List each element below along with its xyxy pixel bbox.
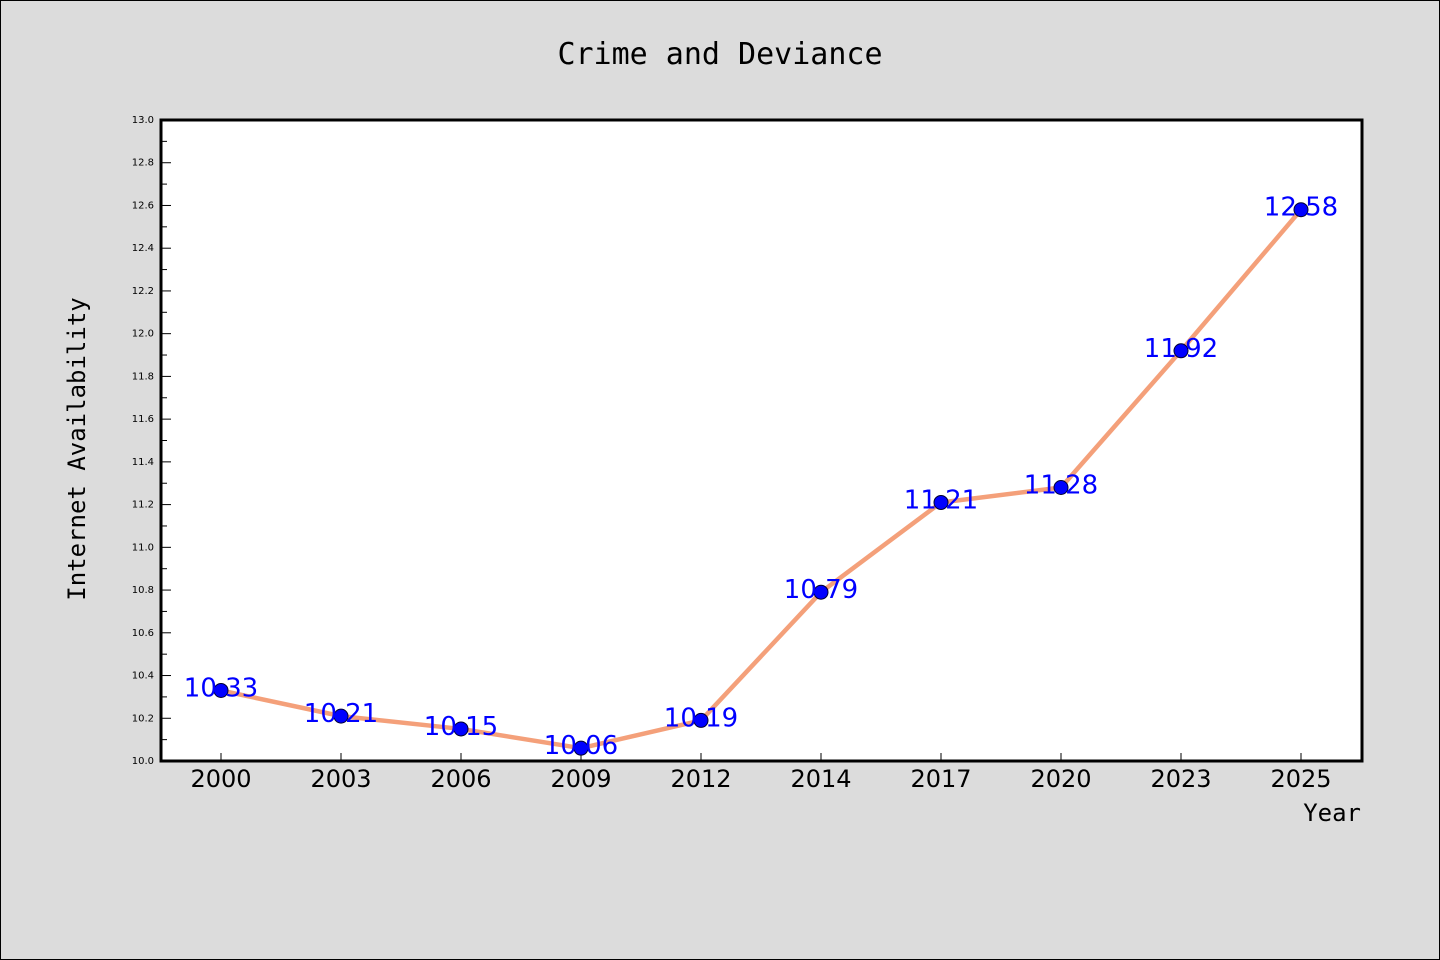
y-tick-label: 10.0 xyxy=(132,756,154,767)
data-label: 10.15 xyxy=(424,712,498,742)
y-tick-label: 12.4 xyxy=(132,243,154,254)
data-label: 11.92 xyxy=(1144,334,1218,364)
plot-frame xyxy=(159,118,1364,763)
y-tick-label: 13.0 xyxy=(132,115,154,126)
data-label: 10.33 xyxy=(184,673,258,703)
data-point xyxy=(1053,480,1069,496)
data-point xyxy=(813,584,829,600)
y-tick-label: 11.2 xyxy=(132,500,154,511)
data-point xyxy=(213,682,229,698)
y-tick-label: 11.0 xyxy=(132,542,154,553)
x-tick-label: 2025 xyxy=(1270,765,1331,793)
y-tick-label: 10.8 xyxy=(132,585,154,596)
data-point xyxy=(453,721,469,737)
data-point xyxy=(333,708,349,724)
y-tick-label: 10.2 xyxy=(132,713,154,724)
y-tick-label: 10.4 xyxy=(132,671,154,682)
data-label: 12.58 xyxy=(1264,193,1338,223)
plot-area xyxy=(161,120,1362,761)
y-tick-label: 10.6 xyxy=(132,628,154,639)
data-label: 11.28 xyxy=(1024,471,1098,501)
data-label: 10.79 xyxy=(784,575,858,605)
x-tick-label: 2003 xyxy=(310,765,371,793)
data-point xyxy=(573,740,589,756)
chart-title: Crime and Deviance xyxy=(557,37,882,72)
y-tick-label: 11.6 xyxy=(132,414,154,425)
data-point xyxy=(1173,343,1189,359)
x-tick-label: 2017 xyxy=(910,765,971,793)
x-tick-label: 2020 xyxy=(1030,765,1091,793)
x-axis-title: Year xyxy=(1303,799,1361,827)
y-tick-label: 11.4 xyxy=(132,457,154,468)
x-tick-label: 2014 xyxy=(790,765,851,793)
data-labels: 10.33 10.21 10.15 10.06 10.19 10.79 11.21 11.28… xyxy=(184,193,1338,761)
x-tick-label: 2023 xyxy=(1150,765,1211,793)
x-axis-ticks: 2000 2003 2006 2009 2012 2014 2017 2020 2023 2025 xyxy=(190,753,1332,793)
data-point xyxy=(1293,202,1309,218)
series-group xyxy=(213,202,1309,756)
y-tick-label: 12.6 xyxy=(132,200,154,211)
y-axis-ticks: 10.0 10.2 10.4 10.6 10.8 11.0 11.2 11.4 11.6 11.8… xyxy=(132,115,171,767)
x-tick-label: 2009 xyxy=(550,765,611,793)
data-label: 10.19 xyxy=(664,703,738,733)
y-tick-label: 12.8 xyxy=(132,158,154,169)
x-tick-label: 2000 xyxy=(190,765,251,793)
data-point xyxy=(693,712,709,728)
y-axis-title: Internet Availability xyxy=(63,297,91,600)
x-tick-label: 2012 xyxy=(670,765,731,793)
y-tick-label: 12.2 xyxy=(132,286,154,297)
y-tick-label: 12.0 xyxy=(132,329,154,340)
data-label: 11.21 xyxy=(904,485,978,515)
data-label: 10.06 xyxy=(544,731,618,761)
x-tick-label: 2006 xyxy=(430,765,491,793)
data-point xyxy=(933,494,949,510)
data-label: 10.21 xyxy=(304,699,378,729)
y-tick-label: 11.8 xyxy=(132,371,154,382)
series-line xyxy=(218,207,1304,751)
